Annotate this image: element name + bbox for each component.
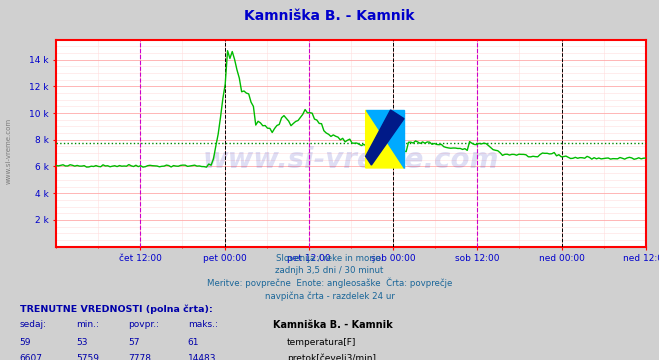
Text: maks.:: maks.:: [188, 320, 217, 329]
Text: TRENUTNE VREDNOSTI (polna črta):: TRENUTNE VREDNOSTI (polna črta):: [20, 304, 212, 314]
Text: 5759: 5759: [76, 354, 99, 360]
Text: www.si-vreme.com: www.si-vreme.com: [5, 118, 11, 184]
Text: 7778: 7778: [129, 354, 152, 360]
Polygon shape: [366, 110, 404, 168]
Text: 6607: 6607: [20, 354, 43, 360]
Text: povpr.:: povpr.:: [129, 320, 159, 329]
Text: 57: 57: [129, 338, 140, 347]
Text: Kamniška B. - Kamnik: Kamniška B. - Kamnik: [273, 320, 393, 330]
Polygon shape: [366, 110, 404, 168]
Text: 61: 61: [188, 338, 199, 347]
Text: 14483: 14483: [188, 354, 216, 360]
Text: Slovenija / reke in morje.
zadnjh 3,5 dni / 30 minut
Meritve: povprečne  Enote: : Slovenija / reke in morje. zadnjh 3,5 dn…: [207, 254, 452, 301]
Polygon shape: [366, 110, 404, 165]
Text: Kamniška B. - Kamnik: Kamniška B. - Kamnik: [244, 9, 415, 23]
Text: sedaj:: sedaj:: [20, 320, 47, 329]
Text: 59: 59: [20, 338, 31, 347]
Text: temperatura[F]: temperatura[F]: [287, 338, 356, 347]
Text: 53: 53: [76, 338, 87, 347]
Text: min.:: min.:: [76, 320, 99, 329]
Text: www.si-vreme.com: www.si-vreme.com: [203, 146, 499, 174]
Text: pretok[čevelj3/min]: pretok[čevelj3/min]: [287, 354, 376, 360]
